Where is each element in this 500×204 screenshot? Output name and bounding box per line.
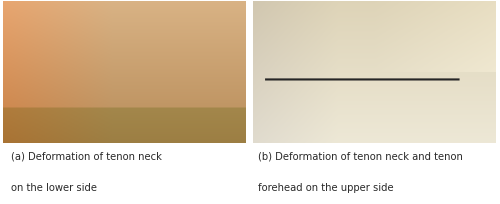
Text: on the lower side: on the lower side <box>11 183 97 193</box>
Text: forehead on the upper side: forehead on the upper side <box>258 183 393 193</box>
Text: (a) Deformation of tenon neck: (a) Deformation of tenon neck <box>11 152 162 162</box>
Text: (b) Deformation of tenon neck and tenon: (b) Deformation of tenon neck and tenon <box>258 152 462 162</box>
